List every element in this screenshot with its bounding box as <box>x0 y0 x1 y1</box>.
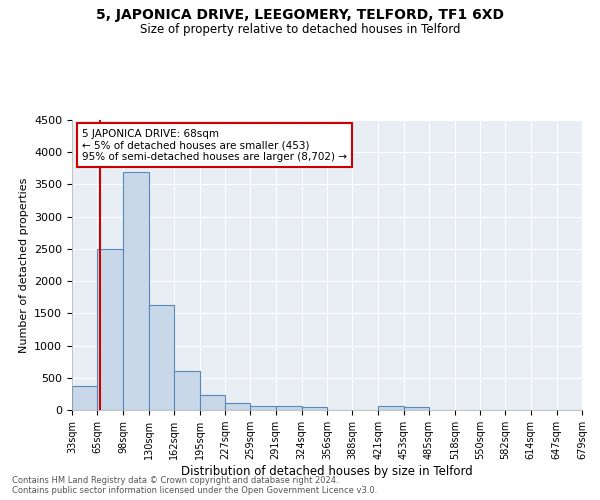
Bar <box>404 407 429 410</box>
Bar <box>250 406 275 410</box>
X-axis label: Distribution of detached houses by size in Telford: Distribution of detached houses by size … <box>181 465 473 478</box>
Bar <box>149 305 174 410</box>
Text: 5, JAPONICA DRIVE, LEEGOMERY, TELFORD, TF1 6XD: 5, JAPONICA DRIVE, LEEGOMERY, TELFORD, T… <box>96 8 504 22</box>
Text: Contains HM Land Registry data © Crown copyright and database right 2024.
Contai: Contains HM Land Registry data © Crown c… <box>12 476 377 495</box>
Y-axis label: Number of detached properties: Number of detached properties <box>19 178 29 352</box>
Bar <box>379 406 404 410</box>
Bar <box>200 394 225 410</box>
Bar <box>225 403 250 410</box>
Bar <box>174 372 200 410</box>
Bar <box>302 407 327 410</box>
Bar <box>275 406 302 410</box>
Bar <box>124 172 149 410</box>
Text: Size of property relative to detached houses in Telford: Size of property relative to detached ho… <box>140 22 460 36</box>
Text: 5 JAPONICA DRIVE: 68sqm
← 5% of detached houses are smaller (453)
95% of semi-de: 5 JAPONICA DRIVE: 68sqm ← 5% of detached… <box>82 128 347 162</box>
Bar <box>97 249 124 410</box>
Bar <box>72 386 97 410</box>
